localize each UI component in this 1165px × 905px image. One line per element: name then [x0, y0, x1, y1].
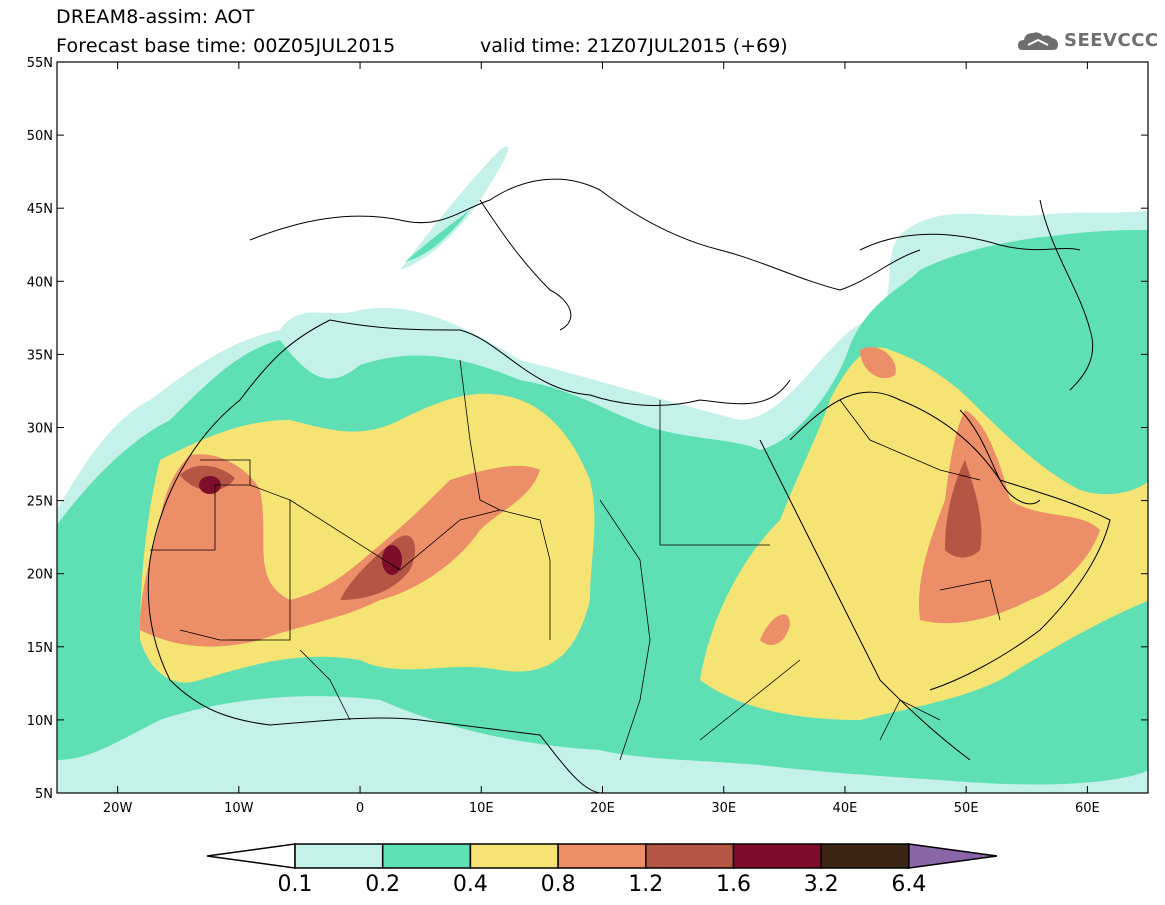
- cloud-icon: [1018, 32, 1058, 50]
- latitude-axis: 55N 50N 45N 40N 35N 30N 25N 20N 15N 10N 5N: [27, 56, 1148, 802]
- lon-tick-label: 60E: [1075, 801, 1100, 816]
- lon-tick-label: 20W: [103, 801, 133, 816]
- colorbar-label: 0.2: [365, 872, 400, 897]
- colorbar-swatch: [645, 843, 735, 869]
- lon-tick-label: 10W: [224, 801, 254, 816]
- lat-tick-label: 40N: [27, 275, 53, 290]
- coastline-black-sea: [859, 233, 1081, 251]
- seevccc-logo: [1018, 32, 1058, 50]
- colorbar-label: 0.4: [453, 872, 488, 897]
- colorbar-swatch: [469, 843, 559, 869]
- lat-tick-label: 50N: [27, 129, 53, 144]
- lat-tick-label: 20N: [27, 568, 53, 583]
- map-title: DREAM8-assim: AOT: [56, 6, 255, 28]
- aot-contour-0.4-east: [700, 347, 1148, 720]
- lat-tick-label: 45N: [27, 202, 53, 217]
- colorbar-swatch: [732, 843, 822, 869]
- colorbar-label: 3.2: [804, 872, 839, 897]
- lat-tick-label: 30N: [27, 422, 53, 437]
- aot-contour-0.8-iraq: [860, 347, 896, 379]
- lon-tick-label: 0: [356, 801, 364, 816]
- lon-tick-label: 10E: [469, 801, 494, 816]
- lat-tick-label: 55N: [27, 56, 53, 71]
- colorbar-label: 1.2: [628, 872, 663, 897]
- aot-contour-0.1-north: [400, 146, 509, 270]
- aot-contour-0.2-north: [405, 210, 470, 262]
- aot-field: [57, 146, 1148, 793]
- logo-text: SEEVCCC: [1064, 30, 1159, 51]
- colorbar-label: 0.1: [278, 872, 313, 897]
- lat-tick-label: 35N: [27, 348, 53, 363]
- aot-contour-0.8-west: [140, 454, 540, 647]
- lon-tick-label: 30E: [711, 801, 736, 816]
- longitude-axis: 20W 10W 0 10E 20E 30E 40E 50E 60E: [103, 62, 1100, 816]
- lon-tick-label: 50E: [954, 801, 979, 816]
- lat-tick-label: 15N: [27, 641, 53, 656]
- coastline-europe: [249, 178, 921, 291]
- colorbar-swatch: [557, 843, 647, 869]
- lat-tick-label: 25N: [27, 495, 53, 510]
- coastline-arabia-east: [789, 391, 1111, 691]
- colorbar-over-triangle: [908, 843, 998, 869]
- aot-contour-0.8-sudan: [760, 614, 790, 645]
- coastline-red-sea: [759, 439, 971, 761]
- lat-tick-label: 5N: [35, 787, 53, 802]
- colorbar-swatch: [294, 843, 384, 869]
- colorbar-label: 1.6: [716, 872, 751, 897]
- coastline-north-africa: [149, 319, 791, 561]
- coastline-caspian: [1039, 199, 1094, 391]
- colorbar: 0.1 0.2 0.4 0.8 1.2 1.6 3.2 6.4: [206, 843, 998, 897]
- aot-contour-1.6-mali: [382, 545, 402, 575]
- lon-tick-label: 20E: [590, 801, 615, 816]
- coastline-west-africa: [147, 559, 601, 793]
- colorbar-swatch: [381, 843, 472, 869]
- colorbar-under-triangle: [206, 843, 296, 869]
- colorbar-swatch: [820, 843, 910, 869]
- lat-tick-label: 10N: [27, 714, 53, 729]
- colorbar-label: 0.8: [541, 872, 576, 897]
- coastline-italy: [479, 199, 572, 331]
- aot-contour-1.6-morocco: [199, 476, 221, 494]
- forecast-base-time: Forecast base time: 00Z05JUL2015: [56, 35, 396, 57]
- aot-contour-1.2-arabia: [945, 460, 982, 558]
- colorbar-label: 6.4: [891, 872, 926, 897]
- coastline-persian-gulf: [959, 409, 1041, 505]
- country-borders: [150, 359, 1001, 761]
- lon-tick-label: 40E: [833, 801, 858, 816]
- coastlines: [147, 178, 1111, 793]
- valid-time: valid time: 21Z07JUL2015 (+69): [480, 35, 788, 57]
